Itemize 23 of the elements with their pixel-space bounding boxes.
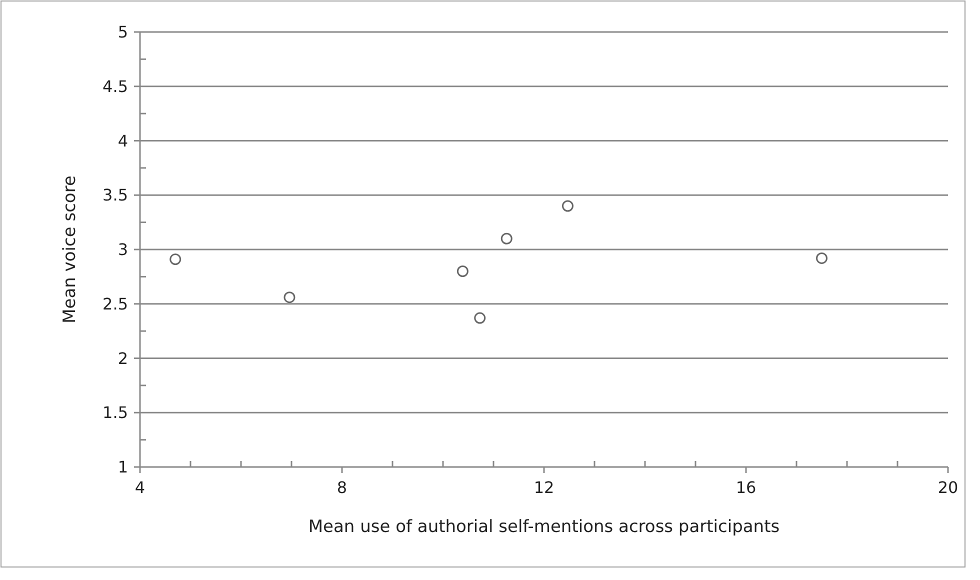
y-tick-label: 5 <box>118 22 128 42</box>
point <box>474 312 486 324</box>
point <box>456 266 468 277</box>
point <box>170 254 182 266</box>
y-tick-label: 4 <box>118 131 128 150</box>
point <box>816 252 828 264</box>
y-tick-label: 2.5 <box>102 294 128 314</box>
y-tick-label: 4.5 <box>102 76 128 96</box>
y-tick-label: 3 <box>118 240 128 260</box>
y-tick-label: 1 <box>118 458 128 477</box>
x-tick-label: 16 <box>736 478 756 497</box>
y-tick-label: 1.5 <box>102 403 128 422</box>
y-axis-title: Mean voice score <box>60 176 80 324</box>
point <box>562 200 574 212</box>
point <box>284 292 296 304</box>
x-tick-label: 4 <box>134 478 146 497</box>
y-tick-label: 3.5 <box>102 186 128 205</box>
x-tick-label: 8 <box>336 478 348 497</box>
x-axis-title: Mean use of authorial self-mentions across participants <box>308 517 780 537</box>
point <box>500 232 512 244</box>
y-tick-label: 2 <box>118 348 128 368</box>
x-tick-label: 12 <box>534 478 554 497</box>
x-tick-label: 20 <box>938 478 958 497</box>
